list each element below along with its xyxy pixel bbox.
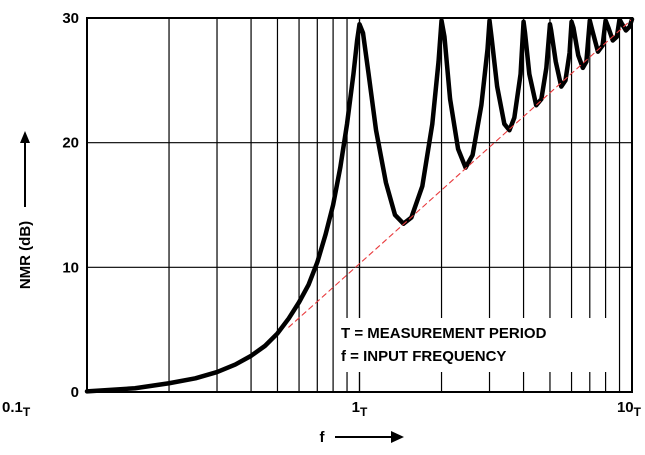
x-tick-label: 10T	[617, 399, 642, 419]
y-tick-label: 0	[71, 384, 79, 401]
y-tick-label: 30	[62, 10, 79, 27]
asymptote-dashed-line	[288, 18, 633, 328]
annotation-input-frequency: f = INPUT FREQUENCY	[341, 348, 506, 365]
y-tick-label: 10	[62, 259, 79, 276]
x-tick-label: 0.1T	[2, 399, 31, 419]
annotation-box: T = MEASUREMENT PERIOD f = INPUT FREQUEN…	[336, 318, 612, 372]
y-tick-labels: 0 10 20 30	[62, 10, 79, 401]
x-axis-arrowhead-icon	[391, 431, 404, 443]
annotation-measurement-period: T = MEASUREMENT PERIOD	[341, 325, 547, 342]
plot-frame	[86, 17, 633, 393]
y-axis-label: NMR (dB)	[17, 131, 34, 289]
x-tick-label: 1T	[352, 399, 368, 419]
x-axis-label: f	[320, 429, 404, 446]
x-axis-title: f	[320, 429, 326, 446]
series-layer	[84, 17, 635, 394]
y-axis-title: NMR (dB)	[17, 221, 34, 289]
y-axis-arrowhead-icon	[20, 131, 30, 143]
x-tick-labels: 0.1T 1T 10T	[2, 399, 642, 419]
y-tick-label: 20	[62, 135, 79, 152]
nmr-curve	[84, 17, 635, 394]
